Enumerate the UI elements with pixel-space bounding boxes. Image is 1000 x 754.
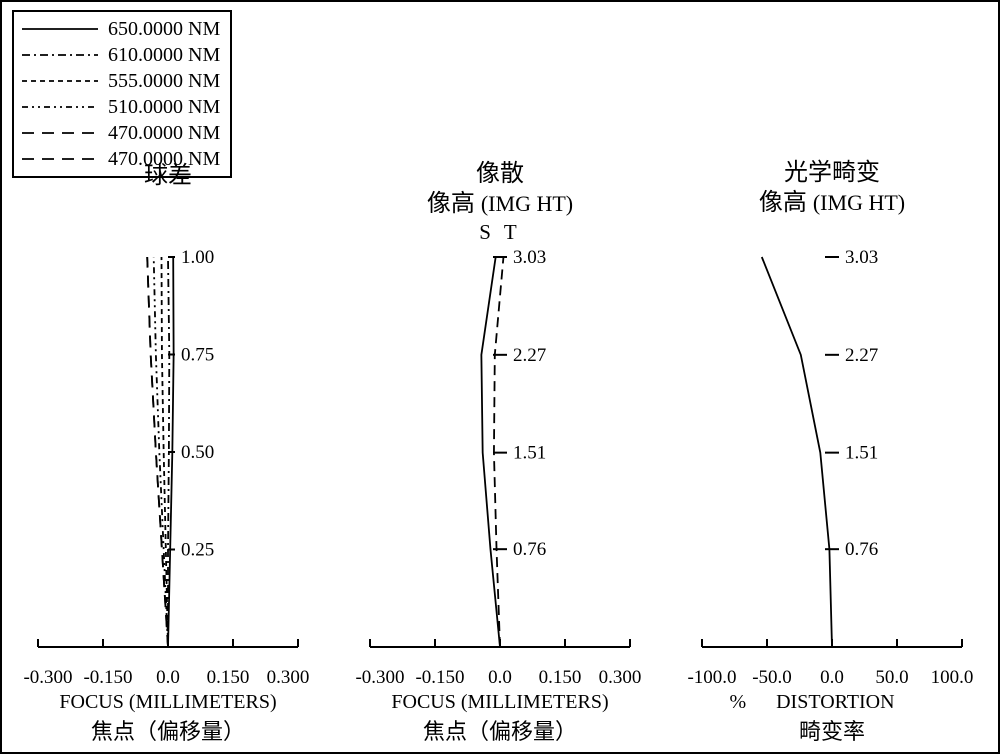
legend-swatch [22, 19, 98, 39]
legend-label: 555.0000 NM [108, 70, 220, 93]
x-axis-label-cn: 焦点（偏移量） [423, 714, 577, 746]
x-tick-label: 0.0 [470, 667, 530, 689]
x-tick-label: 0.0 [138, 667, 198, 689]
svg-text:0.75: 0.75 [181, 345, 214, 366]
st-label: S T [427, 219, 573, 245]
percent-label: % [729, 691, 746, 714]
x-tick-label: -0.300 [18, 667, 78, 689]
svg-text:0.50: 0.50 [181, 442, 214, 463]
x-tick-label: 0.300 [590, 667, 650, 689]
chart-panels: 球差 1.000.750.500.25 -0.300-0.1500.00.150… [2, 172, 998, 752]
x-axis-label-cn: 畸变率 [799, 714, 865, 746]
svg-text:2.27: 2.27 [513, 345, 546, 366]
svg-text:0.25: 0.25 [181, 540, 214, 561]
x-tick-labels: -0.300-0.1500.00.1500.300 [350, 667, 650, 689]
x-tick-label: 0.150 [198, 667, 258, 689]
subtitle-en: (IMG HT) [481, 191, 573, 216]
x-tick-label: 50.0 [862, 667, 922, 689]
legend-swatch [22, 123, 98, 143]
panel-spherical: 球差 1.00 0.75 0.50 0.25 -0.300-0.1500.00.150… [13, 161, 323, 752]
x-axis-label-en: % DISTORTION [682, 691, 982, 714]
x-tick-label: 0.300 [258, 667, 318, 689]
x-tick-label: 0.0 [802, 667, 862, 689]
x-tick-label: -50.0 [742, 667, 802, 689]
figure-frame: 650.0000 NM 610.0000 NM 555.0000 NM 510.000… [0, 0, 1000, 754]
subtitle-cn: 像高 [759, 190, 807, 216]
x-tick-label: -0.300 [350, 667, 410, 689]
panel-astigmatism: 像散 像高 (IMG HT) S T 3.03 2.27 1.51 0.76 -0.3… [345, 159, 655, 752]
legend-label: 470.0000 NM [108, 122, 220, 145]
panel-title: 像散 像高 (IMG HT) S T [427, 159, 573, 245]
panel-title: 光学畸变 像高 (IMG HT) [759, 158, 905, 218]
x-tick-label: -0.150 [78, 667, 138, 689]
svg-text:2.27: 2.27 [845, 345, 878, 366]
legend-swatch [22, 45, 98, 65]
subtitle-en: (IMG HT) [813, 190, 905, 215]
legend-item: 610.0000 NM [22, 42, 220, 68]
x-axis-label-en: FOCUS (MILLIMETERS) [59, 691, 276, 714]
svg-text:1.00: 1.00 [181, 247, 214, 268]
chart-svg: 3.03 2.27 1.51 0.76 [350, 247, 650, 667]
legend-label: 650.0000 NM [108, 18, 220, 41]
x-tick-label: 100.0 [922, 667, 982, 689]
distortion-label: DISTORTION [776, 691, 894, 714]
legend-item: 650.0000 NM [22, 16, 220, 42]
title-cn: 球差 [144, 163, 192, 189]
x-axis-label-en: FOCUS (MILLIMETERS) [391, 691, 608, 714]
plot-area-spherical: 1.00 0.75 0.50 0.25 [18, 247, 318, 667]
svg-text:3.03: 3.03 [845, 247, 878, 268]
x-tick-label: 0.150 [530, 667, 590, 689]
plot-area-distortion: 3.03 2.27 1.51 0.76 [682, 247, 982, 667]
legend-item: 555.0000 NM [22, 68, 220, 94]
legend-item: 510.0000 NM [22, 94, 220, 120]
x-tick-label: -0.150 [410, 667, 470, 689]
plot-area-astigmatism: 3.03 2.27 1.51 0.76 [350, 247, 650, 667]
x-tick-labels: -100.0-50.00.050.0100.0 [682, 667, 982, 689]
x-tick-label: -100.0 [682, 667, 742, 689]
panel-distortion: 光学畸变 像高 (IMG HT) 3.03 2.27 1.51 0.76 -100.0… [677, 158, 987, 752]
subtitle-cn: 像高 [427, 191, 475, 217]
panel-title: 球差 [144, 161, 192, 191]
svg-text:1.51: 1.51 [513, 443, 546, 464]
legend-label: 610.0000 NM [108, 44, 220, 67]
x-axis-label-cn: 焦点（偏移量） [91, 714, 245, 746]
legend-swatch [22, 97, 98, 117]
legend-item: 470.0000 NM [22, 120, 220, 146]
svg-text:0.76: 0.76 [845, 539, 878, 560]
title-cn: 光学畸变 [759, 158, 905, 188]
legend: 650.0000 NM 610.0000 NM 555.0000 NM 510.000… [12, 10, 232, 178]
chart-svg: 1.00 0.75 0.50 0.25 [18, 247, 318, 667]
chart-svg: 3.03 2.27 1.51 0.76 [682, 247, 982, 667]
svg-text:1.51: 1.51 [845, 443, 878, 464]
title-cn: 像散 [427, 159, 573, 189]
x-tick-labels: -0.300-0.1500.00.1500.300 [18, 667, 318, 689]
svg-text:3.03: 3.03 [513, 247, 546, 268]
legend-swatch [22, 71, 98, 91]
legend-label: 510.0000 NM [108, 96, 220, 119]
svg-text:0.76: 0.76 [513, 539, 546, 560]
